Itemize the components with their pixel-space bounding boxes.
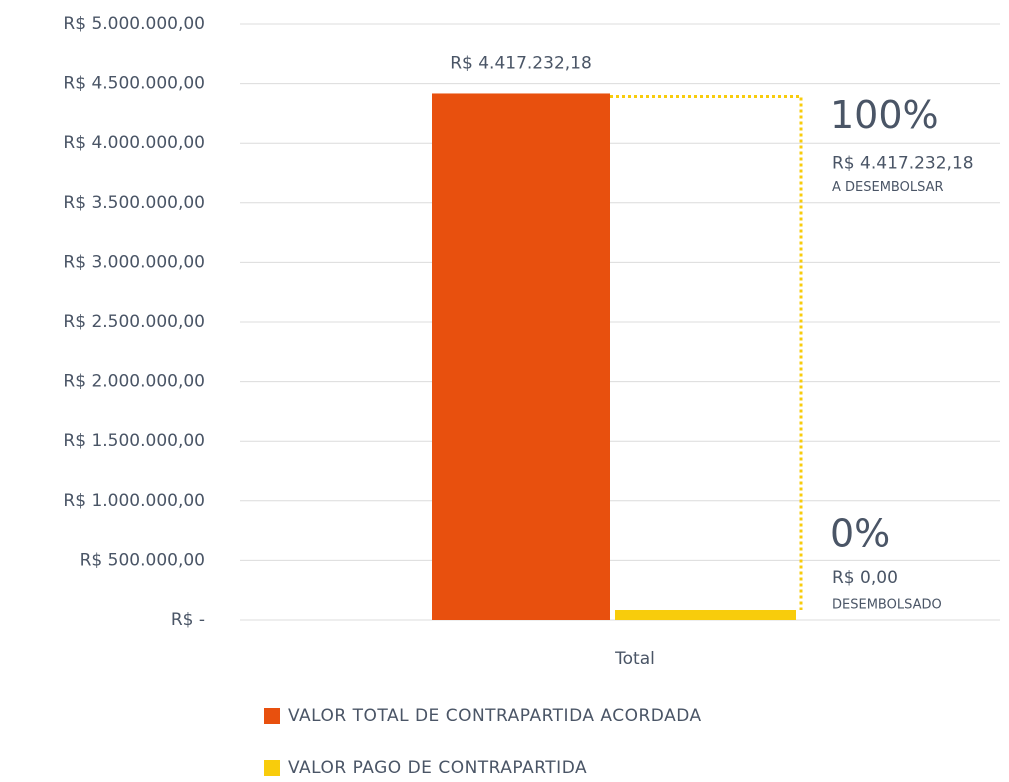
y-tick-label: R$ 5.000.000,00: [63, 14, 205, 34]
target-outline: [610, 94, 803, 610]
annotation-percent: 100%: [830, 93, 939, 137]
legend-label: VALOR TOTAL DE CONTRAPARTIDA ACORDADA: [288, 706, 702, 726]
annotation-label: A DESEMBOLSAR: [832, 180, 944, 195]
legend-swatch: [264, 708, 280, 724]
legend-swatch: [264, 760, 280, 776]
x-tick-label: Total: [614, 649, 655, 669]
annotation-percent: 0%: [830, 512, 890, 556]
y-tick-label: R$ 4.000.000,00: [63, 133, 205, 153]
y-tick-label: R$ 3.500.000,00: [63, 193, 205, 213]
y-tick-label: R$ -: [171, 610, 205, 630]
y-tick-label: R$ 2.000.000,00: [63, 372, 205, 392]
y-tick-label: R$ 3.000.000,00: [63, 252, 205, 272]
y-tick-label: R$ 2.500.000,00: [63, 312, 205, 332]
y-tick-label: R$ 4.500.000,00: [63, 74, 205, 94]
bar: [432, 93, 610, 620]
data-label: R$ 4.417.232,18: [450, 53, 592, 73]
annotation-label: DESEMBOLSADO: [832, 598, 942, 613]
annotation-amount: R$ 0,00: [832, 568, 898, 588]
y-tick-label: R$ 1.500.000,00: [63, 431, 205, 451]
y-tick-label: R$ 500.000,00: [80, 550, 205, 570]
legend-label: VALOR PAGO DE CONTRAPARTIDA: [288, 758, 587, 778]
annotation-amount: R$ 4.417.232,18: [832, 153, 974, 173]
y-tick-label: R$ 1.000.000,00: [63, 491, 205, 511]
